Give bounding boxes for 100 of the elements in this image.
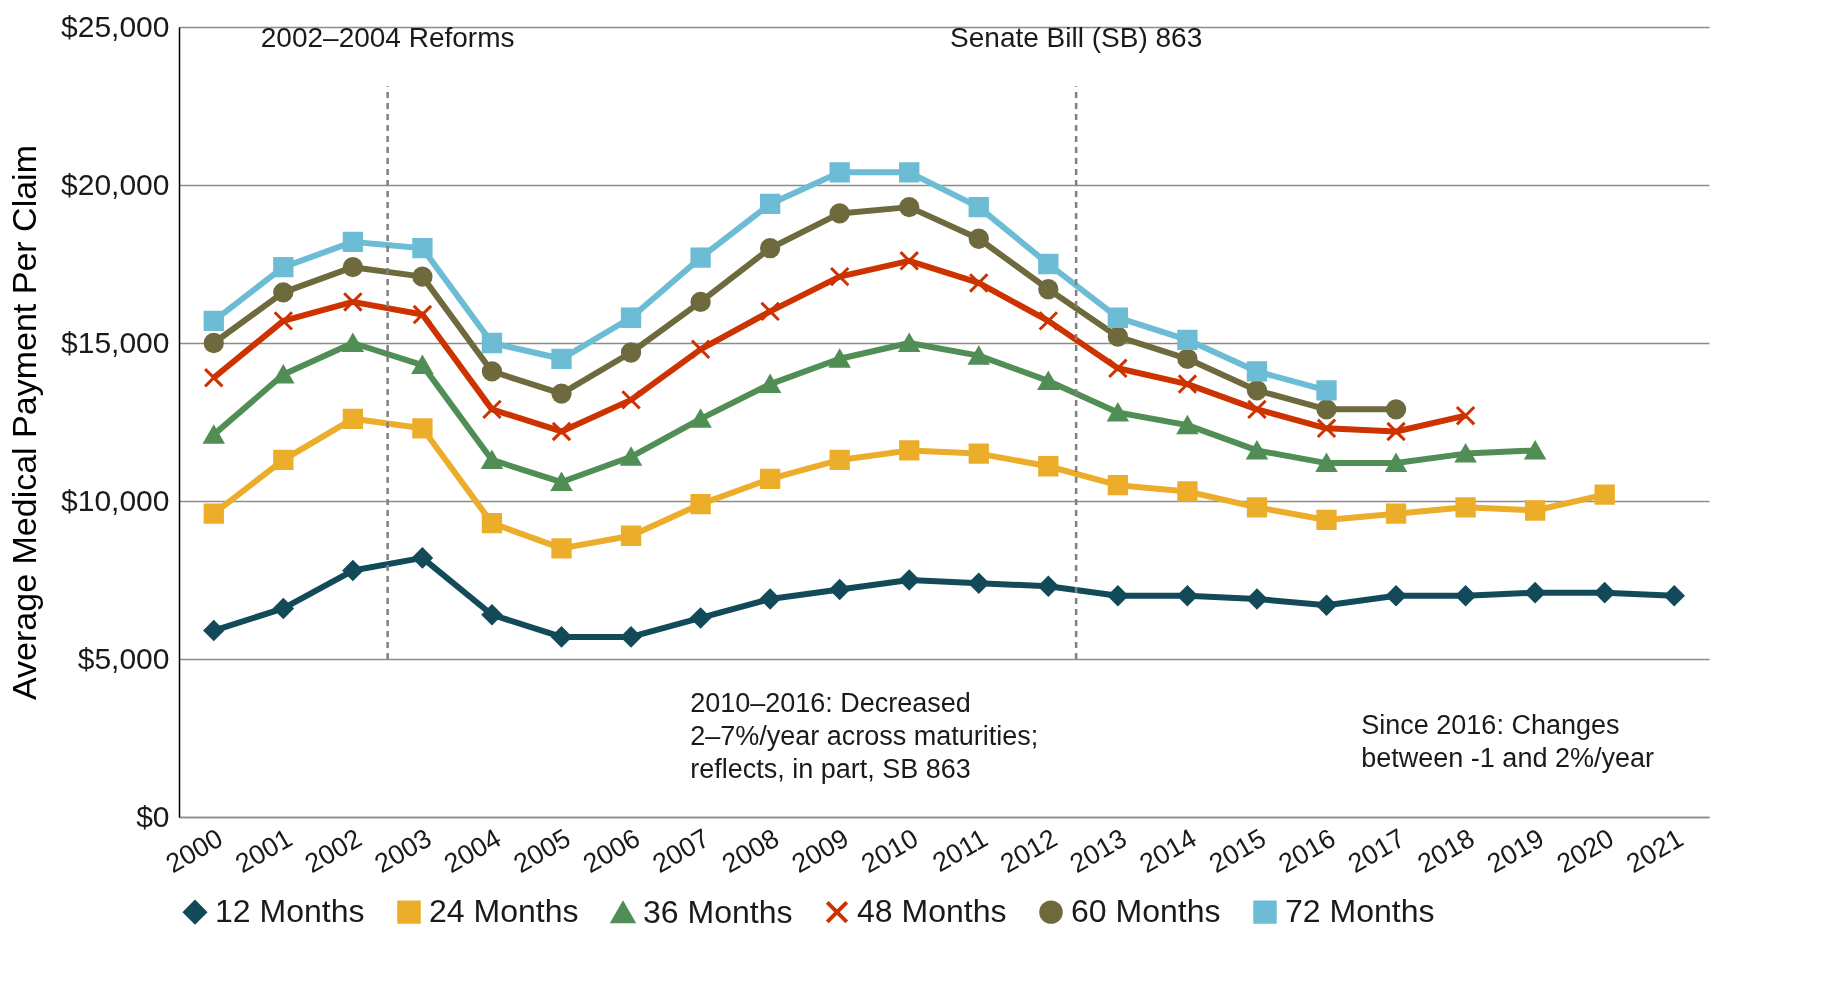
point — [342, 257, 364, 278]
point — [899, 250, 920, 271]
point — [1177, 416, 1198, 435]
point — [1038, 456, 1059, 477]
point — [342, 560, 364, 581]
point — [1246, 380, 1268, 401]
point — [968, 346, 989, 365]
point — [829, 162, 850, 183]
x-tick-label: 2004 — [438, 822, 506, 879]
point — [1246, 497, 1268, 518]
point — [273, 310, 294, 332]
point — [1038, 310, 1059, 332]
point — [203, 310, 224, 332]
point — [899, 569, 920, 591]
point — [1316, 454, 1337, 473]
point — [1038, 279, 1059, 300]
x-tick-label: 2013 — [1064, 822, 1132, 879]
point — [1455, 405, 1476, 426]
point — [412, 266, 433, 287]
point — [273, 257, 294, 278]
point — [1038, 371, 1059, 390]
point — [620, 389, 642, 411]
point — [1177, 373, 1198, 395]
point — [759, 301, 781, 322]
point — [899, 440, 920, 461]
point — [412, 304, 433, 325]
point — [968, 272, 989, 294]
point — [273, 282, 294, 303]
point — [829, 579, 850, 600]
x-tick-label: 2021 — [1621, 822, 1689, 879]
point — [1524, 500, 1546, 521]
point — [1107, 475, 1129, 496]
point — [551, 626, 572, 648]
point — [829, 203, 850, 224]
point — [1316, 399, 1337, 420]
point — [620, 626, 642, 648]
point — [968, 228, 989, 249]
point — [620, 307, 642, 328]
x-tick-label: 2016 — [1273, 822, 1341, 879]
legend-label: 60 Months — [1071, 893, 1221, 930]
legend-label: 72 Months — [1285, 893, 1435, 930]
point — [1177, 329, 1198, 350]
point — [620, 342, 642, 363]
point — [690, 339, 711, 360]
y-tick-label: $25,000 — [61, 9, 170, 43]
point — [1246, 441, 1268, 460]
point — [899, 196, 920, 218]
annotation: 2010–2016: Decreased 2–7%/year across maturities; reflects, in part, SB 863 — [690, 687, 1039, 784]
point — [759, 193, 781, 215]
point — [1385, 503, 1407, 524]
x-tick-label: 2010 — [856, 822, 924, 879]
point — [759, 375, 781, 394]
point — [968, 443, 989, 464]
point — [481, 512, 503, 534]
point — [412, 547, 433, 569]
point — [1107, 307, 1129, 328]
point — [1177, 481, 1198, 502]
point — [1038, 576, 1059, 597]
x-tick-label: 2019 — [1482, 822, 1550, 879]
y-tick-label: $15,000 — [61, 325, 170, 359]
point — [1316, 595, 1337, 616]
point — [273, 365, 294, 384]
point — [759, 588, 781, 610]
point — [203, 367, 224, 388]
point — [829, 349, 850, 368]
point — [342, 291, 364, 313]
point — [1246, 588, 1268, 610]
point — [1246, 399, 1268, 420]
ref-line-label: Senate Bill (SB) 863 — [950, 21, 1203, 53]
point — [551, 348, 572, 369]
point — [1385, 399, 1407, 420]
point — [1455, 444, 1476, 463]
x-tick-label: 2006 — [578, 822, 646, 879]
point — [1107, 403, 1129, 422]
point — [1316, 418, 1337, 439]
point — [481, 332, 503, 354]
x-tick-label: 2014 — [1134, 822, 1202, 879]
point — [551, 383, 572, 404]
point — [342, 408, 364, 429]
point — [1455, 497, 1476, 518]
point — [1177, 348, 1198, 369]
point — [481, 604, 503, 625]
point — [203, 620, 224, 641]
point — [1385, 454, 1407, 473]
point — [1594, 484, 1615, 505]
x-tick-label: 2007 — [647, 822, 715, 879]
point — [1107, 358, 1129, 379]
point — [1177, 585, 1198, 606]
point — [899, 334, 920, 352]
x-tick-label: 2005 — [508, 822, 576, 879]
point — [829, 266, 850, 287]
point — [1524, 441, 1546, 460]
point — [1107, 585, 1129, 606]
y-tick-label: $5,000 — [77, 641, 170, 675]
point — [1107, 326, 1129, 347]
point — [690, 607, 711, 629]
x-tick-label: 2008 — [717, 822, 785, 879]
ref-line-label: 2002–2004 Reforms — [260, 21, 515, 53]
point — [759, 238, 781, 259]
point — [551, 421, 572, 442]
